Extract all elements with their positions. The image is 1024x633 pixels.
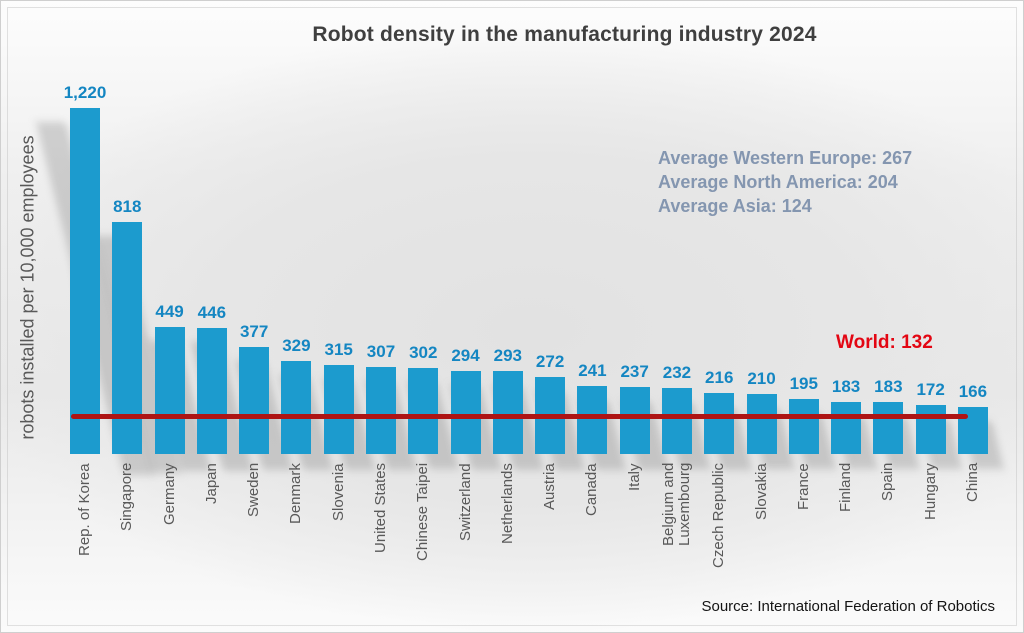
bar-column: 449 Germany [148, 302, 211, 525]
bar-value-label: 315 [324, 339, 353, 359]
bar-column: 241 Canada [577, 361, 627, 516]
bar-column: 302 Chinese Taipei [407, 343, 460, 561]
category-label: Rep. of Korea [76, 463, 93, 556]
bar [746, 394, 777, 454]
bar [873, 402, 904, 454]
bar-value-label: 166 [958, 381, 988, 401]
bar-value-label: 216 [705, 367, 734, 387]
bar-value-label: 329 [282, 335, 311, 355]
bar-column: 237 Italy [619, 362, 669, 491]
bar-value-label: 1,220 [63, 83, 107, 102]
chart-title: Robot density in the manufacturing indus… [312, 23, 817, 46]
y-axis-label: robots installed per 10,000 employees [17, 135, 38, 440]
category-label: Sweden [245, 463, 263, 518]
bar-column: 232 Belgium and Luxembourg [660, 363, 711, 546]
bar-value-label: 307 [366, 341, 396, 361]
bar [70, 108, 100, 454]
bar-column: 216 Czech Republic [704, 368, 753, 568]
category-label: Slovakia [752, 463, 770, 520]
category-label: Slovenia [329, 463, 347, 521]
category-label: Belgium and Luxembourg [659, 463, 693, 547]
bar-column: 172 Hungary [915, 380, 962, 520]
bar-value-label: 183 [874, 377, 903, 397]
category-label: Denmark [287, 463, 305, 524]
category-label: Canada [583, 463, 601, 516]
world-average-line [71, 414, 968, 419]
bar-column: 377 Sweden [235, 322, 293, 517]
bar [577, 385, 608, 454]
bar-value-label: 446 [197, 302, 227, 322]
bar [788, 398, 819, 454]
bar [450, 370, 481, 454]
category-label: Austria [541, 463, 559, 510]
category-label: United States [371, 463, 389, 554]
bar [915, 405, 946, 454]
bar [196, 327, 227, 454]
world-average-label: World: 132 [836, 332, 933, 353]
bars: 1,220 Rep. of Korea 818 Singapore 449 Germany… [36, 83, 1004, 568]
category-label: Germany [160, 463, 178, 525]
category-label: Chinese Taipei [414, 463, 432, 562]
bar [323, 364, 354, 454]
bar-value-label: 377 [239, 322, 269, 342]
annotation-western-europe: Average Western Europe: 267 [658, 148, 913, 168]
category-label: Finland [837, 463, 855, 513]
bar-value-label: 172 [916, 380, 945, 400]
source-credit: Source: International Federation of Robo… [701, 598, 995, 615]
average-annotations: Average Western Europe: 267 Average Nort… [658, 146, 912, 218]
category-label: Hungary [921, 463, 939, 520]
bar [281, 360, 312, 454]
bar-column: 1,220 Rep. of Korea [36, 83, 154, 556]
category-label: Czech Republic [710, 463, 728, 569]
bar-value-label: 272 [535, 351, 565, 371]
bar [112, 222, 143, 454]
bar-value-label: 818 [113, 197, 142, 216]
annotation-north-america: Average North America: 204 [658, 172, 898, 192]
bar-value-label: 294 [451, 345, 480, 365]
bar [492, 370, 523, 454]
category-label: Italy [625, 463, 643, 491]
category-label: Netherlands [498, 463, 516, 544]
bar-column: 818 Singapore [92, 197, 182, 531]
category-label: Spain [879, 463, 897, 502]
bar-value-label: 195 [789, 373, 818, 393]
annotation-asia: Average Asia: 124 [658, 196, 812, 216]
bar [239, 347, 270, 454]
bar-column: 294 Switzerland [449, 346, 502, 541]
bar-column: 329 Denmark [279, 336, 334, 524]
category-label: Switzerland [456, 463, 474, 541]
bar-column: 315 Slovenia [322, 340, 376, 521]
bar-value-label: 241 [578, 360, 607, 380]
category-label: France [794, 463, 812, 510]
bar-value-label: 237 [620, 361, 649, 381]
category-label: China [963, 463, 981, 503]
bar [704, 392, 735, 454]
bar-value-label: 232 [662, 363, 692, 383]
bar [154, 326, 185, 454]
bar-value-label: 449 [155, 301, 184, 321]
bar-column: 183 Spain [873, 377, 920, 501]
bar-column: 210 Slovakia [746, 369, 795, 520]
category-label: Singapore [118, 463, 136, 532]
bar [619, 386, 650, 454]
bar [661, 388, 692, 454]
bar-column: 293 Netherlands [492, 346, 544, 544]
bar-column: 183 Finland [831, 377, 878, 512]
bar [831, 402, 862, 454]
bar-value-label: 183 [831, 377, 861, 397]
bar-value-label: 293 [493, 345, 522, 365]
bar-column: 446 Japan [190, 303, 253, 504]
bar-column: 307 United States [364, 342, 418, 553]
bar [365, 366, 396, 454]
bar-value-label: 210 [747, 369, 776, 389]
bar-value-label: 302 [409, 343, 438, 363]
bar [408, 368, 439, 454]
bar-column: 195 France [788, 374, 836, 510]
category-label: Japan [202, 463, 220, 504]
